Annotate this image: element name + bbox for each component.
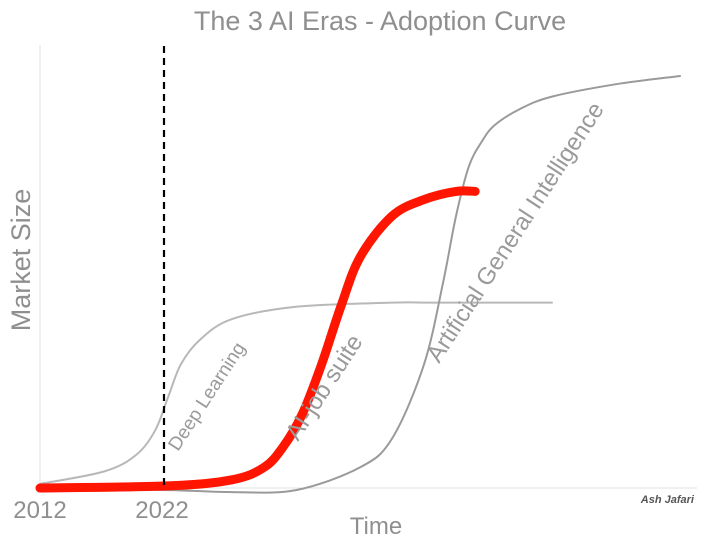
series-line-artificial-general-intelligence bbox=[39, 75, 681, 494]
x-tick-2022: 2022 bbox=[135, 497, 188, 524]
series-line-deep-learning bbox=[39, 301, 553, 485]
x-tick-2012: 2012 bbox=[13, 497, 66, 524]
y-axis-label: Market Size bbox=[6, 189, 36, 332]
agi-label: Artificial General Intelligence bbox=[421, 97, 609, 367]
deep-learning-label: Deep Learning bbox=[165, 339, 251, 455]
x-axis-label: Time bbox=[350, 513, 402, 540]
series-line-ai-job-suite bbox=[35, 186, 480, 493]
author-credit: Ash Jafari bbox=[640, 494, 695, 506]
chart-title: The 3 AI Eras - Adoption Curve bbox=[194, 6, 566, 36]
series-layer bbox=[35, 75, 681, 494]
